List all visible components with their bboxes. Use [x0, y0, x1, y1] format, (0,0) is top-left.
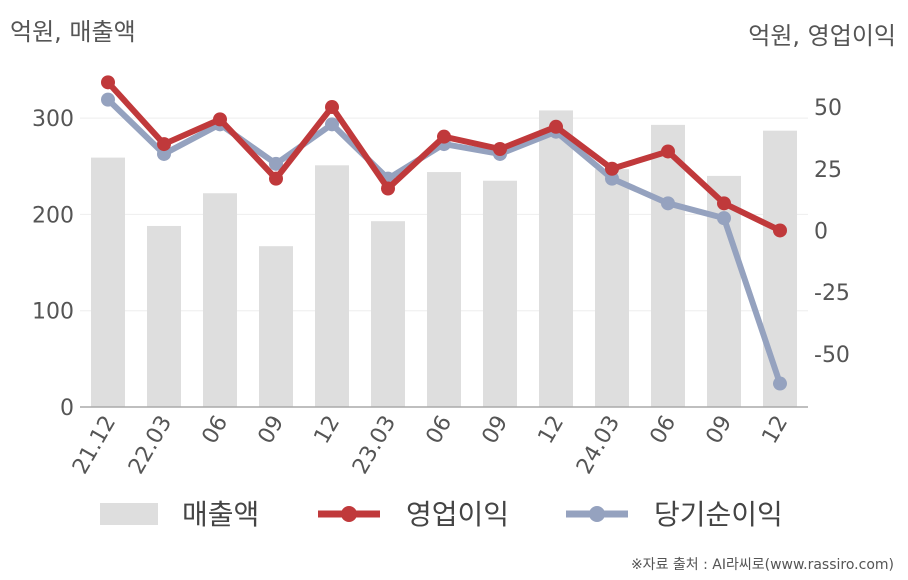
legend-label: 영업이익 [406, 498, 509, 531]
x-tick-label: 12 [534, 412, 570, 449]
y-right-tick-label: -25 [814, 281, 850, 306]
data-point [325, 100, 339, 115]
x-tick-label: 21.12 [68, 412, 121, 479]
revenue-bar [595, 169, 629, 407]
revenue-bar [483, 180, 517, 407]
revenue-bar [763, 130, 797, 407]
revenue-bar [651, 124, 685, 407]
x-tick-label: 09 [702, 412, 738, 449]
data-point [605, 171, 619, 186]
x-tick-label: 12 [758, 412, 794, 449]
left-axis-unit: 억원, 매출액 [10, 18, 136, 46]
revenue-bar [147, 225, 181, 407]
legend-label: 당기순이익 [654, 498, 783, 531]
x-tick-label: 22.03 [124, 412, 177, 479]
legend-swatch-marker [341, 506, 357, 522]
x-tick-label: 24.03 [572, 412, 625, 479]
y-right-tick-label: 0 [814, 219, 828, 244]
legend-label: 매출액 [182, 498, 259, 531]
data-point [717, 211, 731, 226]
y-right-tick-label: -50 [814, 343, 850, 368]
x-tick-label: 09 [478, 412, 514, 449]
data-point [269, 156, 283, 171]
legend-swatch-bar [100, 503, 158, 525]
x-tick-label: 09 [254, 412, 290, 449]
revenue-bar [427, 172, 461, 407]
data-point [101, 75, 115, 90]
y-left-tick-label: 0 [60, 396, 74, 421]
x-tick-label: 06 [646, 412, 682, 449]
data-point [549, 119, 563, 134]
revenue-bar [91, 157, 125, 407]
data-point [661, 196, 675, 211]
revenue-bar [315, 165, 349, 407]
data-point [717, 196, 731, 211]
right-axis-unit: 억원, 영업이익 [748, 22, 896, 50]
data-point [101, 92, 115, 107]
data-point [157, 146, 171, 161]
y-left-tick-label: 300 [32, 107, 74, 132]
y-right-tick-label: 25 [814, 158, 842, 183]
data-point [773, 376, 787, 391]
data-point [157, 137, 171, 152]
data-point [605, 161, 619, 176]
revenue-bar [539, 110, 573, 407]
data-point [437, 129, 451, 144]
data-point [661, 144, 675, 159]
data-point [325, 117, 339, 132]
data-point [381, 181, 395, 196]
source-note: ※자료 출처 : AI라씨로(www.rassiro.com) [630, 557, 894, 573]
x-tick-label: 12 [310, 412, 346, 449]
data-point [773, 223, 787, 238]
legend-swatch-marker [589, 506, 605, 522]
y-right-tick-label: 50 [814, 96, 842, 121]
revenue-bar [203, 193, 237, 407]
x-tick-label: 06 [198, 412, 234, 449]
revenue-bar [371, 221, 405, 407]
x-tick-label: 06 [422, 412, 458, 449]
y-left-tick-label: 200 [32, 203, 74, 228]
y-left-tick-label: 100 [32, 300, 74, 325]
revenue-bar [259, 246, 293, 407]
data-point [493, 142, 507, 157]
x-tick-label: 23.03 [348, 412, 401, 479]
data-point [213, 112, 227, 127]
data-point [269, 171, 283, 186]
